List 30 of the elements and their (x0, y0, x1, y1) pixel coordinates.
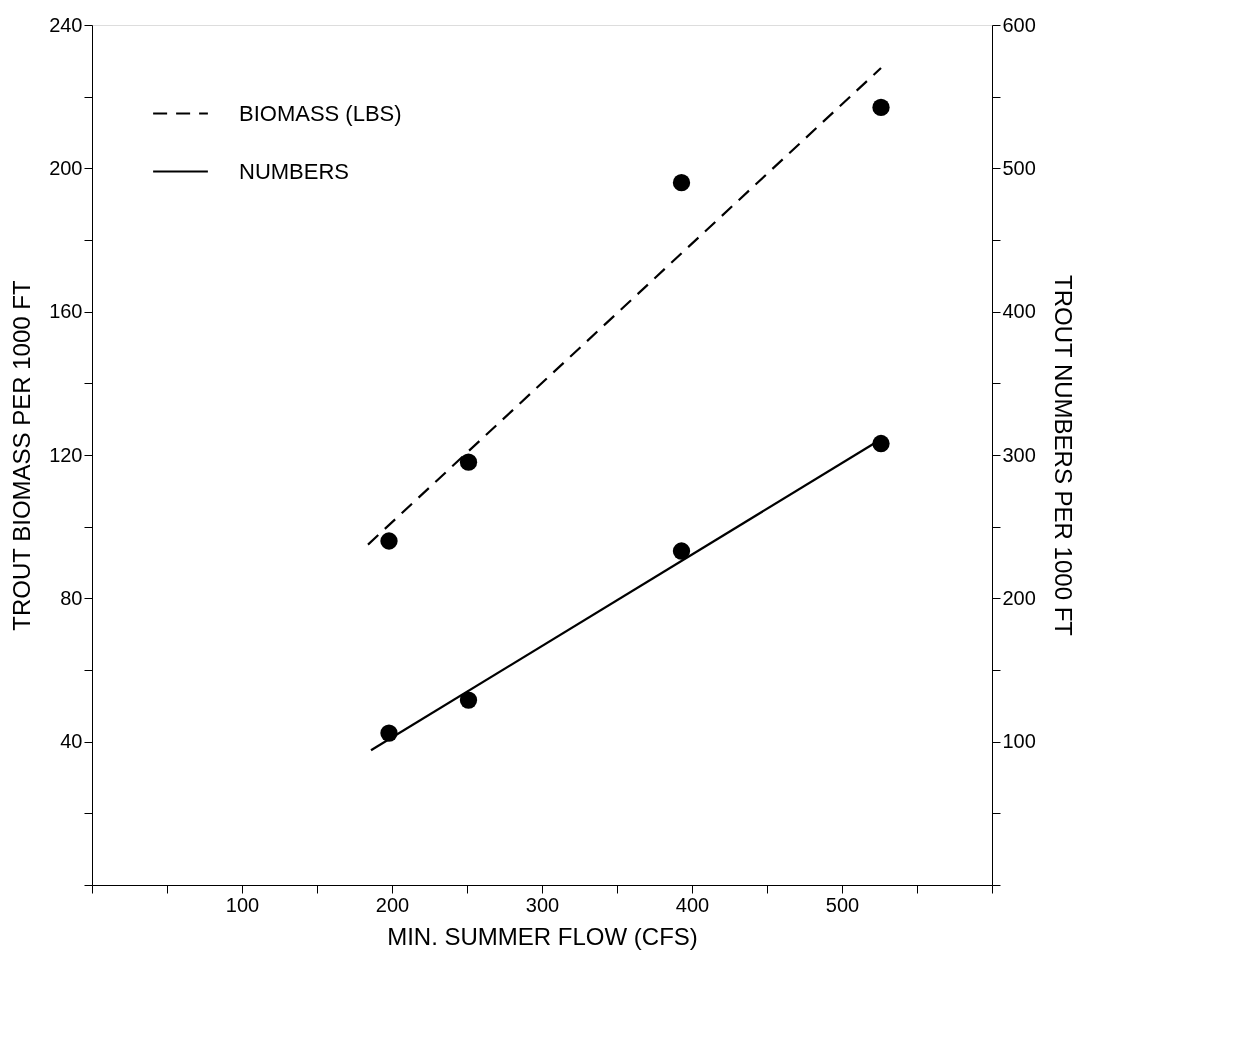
point (672, 174, 691, 192)
y2-tick-label: 400 (1002, 300, 1036, 323)
point (872, 434, 890, 453)
point (459, 453, 478, 471)
point (459, 691, 478, 709)
y2-tick-label: 300 (1002, 443, 1036, 466)
y-tick-label: 160 (49, 300, 83, 323)
legend-label: BIOMASS (LBS) (239, 100, 402, 126)
y-tick-label: 80 (60, 586, 83, 609)
x-tick-label: 300 (525, 893, 560, 916)
y-tick-label: 200 (49, 156, 83, 179)
legend-label: NUMBERS (239, 158, 350, 184)
y2-tick-label: 200 (1002, 586, 1036, 609)
y-axis-title: TROUT BIOMASS PER 1000 FT (8, 280, 36, 631)
point (380, 724, 398, 742)
y-tick-label: 40 (60, 730, 83, 753)
x-tick-label: 500 (825, 893, 860, 916)
point (672, 542, 691, 560)
y-tick-label: 240 (49, 13, 83, 36)
x-axis-title: MIN. SUMMER FLOW (CFS) (387, 922, 698, 950)
point (380, 532, 398, 550)
y-tick-label: 120 (49, 443, 83, 466)
y2-tick-label: 100 (1002, 730, 1036, 753)
x-tick-label: 100 (225, 893, 260, 916)
y2-tick-label: 500 (1002, 156, 1036, 179)
x-tick-label: 200 (375, 893, 410, 916)
y2-tick-label: 600 (1002, 13, 1036, 36)
x-tick-label: 400 (675, 893, 710, 916)
point (872, 98, 890, 117)
y2-axis-title: TROUT NUMBERS PER 1000 FT (1049, 275, 1077, 637)
